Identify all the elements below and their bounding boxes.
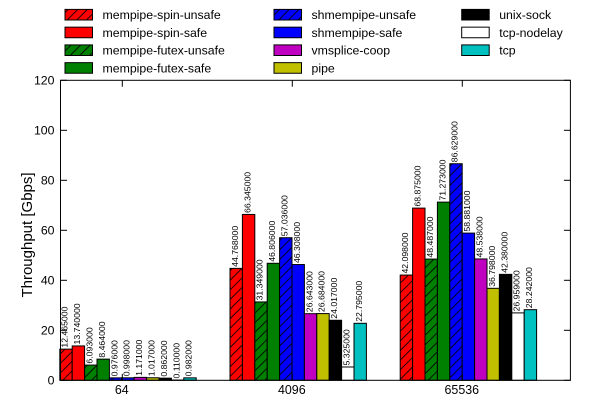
svg-text:tcp: tcp — [499, 44, 516, 58]
svg-text:57.036000: 57.036000 — [280, 195, 290, 236]
svg-text:mempipe-spin-unsafe: mempipe-spin-unsafe — [103, 8, 221, 22]
svg-text:0.110000: 0.110000 — [171, 343, 181, 379]
svg-text:0.862000: 0.862000 — [159, 340, 169, 376]
svg-text:80: 80 — [41, 174, 55, 188]
svg-text:71.273000: 71.273000 — [437, 159, 447, 200]
svg-text:31.349000: 31.349000 — [255, 259, 265, 300]
svg-text:68.875000: 68.875000 — [413, 165, 423, 206]
svg-text:pipe: pipe — [312, 61, 335, 75]
svg-text:26.643000: 26.643000 — [304, 271, 314, 312]
svg-text:mempipe-spin-safe: mempipe-spin-safe — [103, 26, 208, 40]
svg-text:0: 0 — [48, 374, 55, 388]
svg-text:36.798000: 36.798000 — [487, 246, 497, 287]
svg-text:0.976000: 0.976000 — [109, 340, 119, 376]
svg-text:44.768000: 44.768000 — [230, 226, 240, 267]
svg-text:46.806000: 46.806000 — [267, 221, 277, 262]
svg-text:Throughput [Gbps]: Throughput [Gbps] — [19, 172, 36, 297]
svg-text:6.093000: 6.093000 — [85, 327, 95, 363]
svg-text:60: 60 — [41, 224, 55, 238]
svg-text:26.959000: 26.959000 — [512, 270, 522, 311]
svg-text:26.684000: 26.684000 — [317, 271, 327, 312]
svg-text:4096: 4096 — [278, 383, 306, 397]
svg-text:40: 40 — [41, 274, 55, 288]
svg-text:tcp-nodelay: tcp-nodelay — [499, 26, 563, 40]
svg-text:65536: 65536 — [445, 383, 480, 397]
svg-text:shmempipe-safe: shmempipe-safe — [312, 26, 403, 40]
svg-text:shmempipe-unsafe: shmempipe-unsafe — [312, 8, 417, 22]
svg-text:12.465000: 12.465000 — [60, 306, 70, 347]
svg-text:48.487000: 48.487000 — [425, 216, 435, 257]
svg-text:1.017000: 1.017000 — [147, 340, 157, 376]
svg-text:86.629000: 86.629000 — [450, 121, 460, 162]
svg-text:1.171000: 1.171000 — [134, 339, 144, 375]
svg-text:42.380000: 42.380000 — [499, 232, 509, 273]
svg-text:mempipe-futex-unsafe: mempipe-futex-unsafe — [103, 44, 226, 58]
svg-text:unix-sock: unix-sock — [499, 8, 552, 22]
svg-text:13.740000: 13.740000 — [72, 303, 82, 344]
svg-text:100: 100 — [34, 124, 55, 138]
svg-text:66.345000: 66.345000 — [242, 172, 252, 213]
svg-text:120: 120 — [34, 74, 55, 88]
svg-text:22.795000: 22.795000 — [354, 281, 364, 322]
svg-text:46.308000: 46.308000 — [292, 222, 302, 263]
svg-text:24.017000: 24.017000 — [329, 278, 339, 319]
svg-text:0.982000: 0.982000 — [184, 340, 194, 376]
svg-text:58.881000: 58.881000 — [462, 190, 472, 231]
svg-text:64: 64 — [115, 383, 129, 397]
svg-text:5.325000: 5.325000 — [342, 329, 352, 365]
svg-text:42.098000: 42.098000 — [400, 232, 410, 273]
svg-text:8.464000: 8.464000 — [97, 321, 107, 357]
svg-text:28.242000: 28.242000 — [524, 267, 534, 308]
svg-text:48.538000: 48.538000 — [475, 216, 485, 257]
svg-text:0.998000: 0.998000 — [122, 340, 132, 376]
svg-text:20: 20 — [41, 324, 55, 338]
svg-text:vmsplice-coop: vmsplice-coop — [312, 44, 391, 58]
svg-text:mempipe-futex-safe: mempipe-futex-safe — [103, 61, 212, 75]
